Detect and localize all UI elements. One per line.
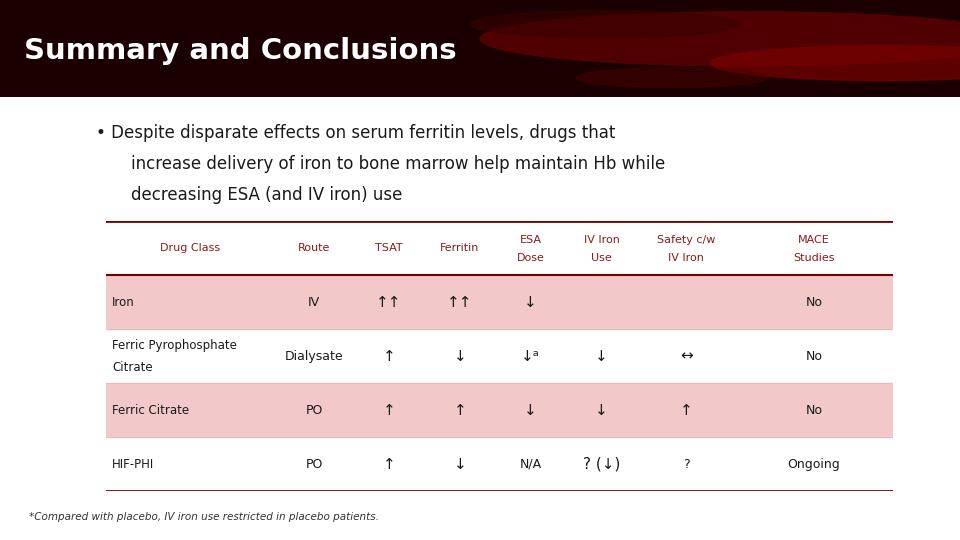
Text: Studies: Studies bbox=[793, 253, 835, 263]
Text: Ferritin: Ferritin bbox=[440, 244, 480, 253]
Text: Safety c/w: Safety c/w bbox=[657, 235, 715, 245]
Text: decreasing ESA (and IV iron) use: decreasing ESA (and IV iron) use bbox=[132, 186, 403, 204]
Text: ↑: ↑ bbox=[383, 349, 396, 364]
Text: Use: Use bbox=[591, 253, 612, 263]
Text: ↑: ↑ bbox=[453, 403, 467, 418]
Circle shape bbox=[480, 12, 960, 66]
Text: HIF-PHI: HIF-PHI bbox=[112, 458, 155, 471]
Text: ↓: ↓ bbox=[595, 349, 608, 364]
Text: ↓ᵃ: ↓ᵃ bbox=[521, 349, 540, 364]
Text: Route: Route bbox=[298, 244, 330, 253]
Text: IV Iron: IV Iron bbox=[584, 235, 619, 245]
Text: ↓: ↓ bbox=[524, 295, 537, 310]
Text: ↔: ↔ bbox=[680, 349, 692, 364]
Text: increase delivery of iron to bone marrow help maintain Hb while: increase delivery of iron to bone marrow… bbox=[132, 155, 665, 173]
Text: No: No bbox=[805, 296, 823, 309]
Text: TSAT: TSAT bbox=[375, 244, 403, 253]
Text: MACE: MACE bbox=[798, 235, 830, 245]
Text: *Compared with placebo, IV iron use restricted in placebo patients.: *Compared with placebo, IV iron use rest… bbox=[29, 512, 378, 522]
Text: ↑: ↑ bbox=[680, 403, 692, 418]
Text: PO: PO bbox=[305, 458, 323, 471]
Text: Ongoing: Ongoing bbox=[788, 458, 840, 471]
Text: Dose: Dose bbox=[516, 253, 544, 263]
Text: ?: ? bbox=[683, 458, 689, 471]
Text: Ferric Citrate: Ferric Citrate bbox=[112, 404, 189, 417]
Text: No: No bbox=[805, 350, 823, 363]
Text: Drug Class: Drug Class bbox=[160, 244, 220, 253]
Text: ↓: ↓ bbox=[453, 457, 467, 472]
Bar bbox=[106, 275, 893, 329]
Text: ↓: ↓ bbox=[595, 403, 608, 418]
Text: ESA: ESA bbox=[519, 235, 541, 245]
Text: ↓: ↓ bbox=[524, 403, 537, 418]
Text: Citrate: Citrate bbox=[112, 361, 153, 374]
Text: ↑↑: ↑↑ bbox=[376, 295, 401, 310]
Text: 75: 75 bbox=[902, 519, 922, 534]
Text: N/A: N/A bbox=[519, 458, 541, 471]
Text: ? (↓): ? (↓) bbox=[583, 457, 620, 472]
Text: ↑↑: ↑↑ bbox=[447, 295, 472, 310]
Bar bbox=[106, 383, 893, 437]
Text: IV: IV bbox=[308, 296, 321, 309]
Text: Summary and Conclusions: Summary and Conclusions bbox=[24, 37, 457, 65]
Text: No: No bbox=[805, 404, 823, 417]
Text: IV Iron: IV Iron bbox=[668, 253, 704, 263]
Text: ↑: ↑ bbox=[383, 457, 396, 472]
Circle shape bbox=[470, 11, 739, 38]
Text: Dialysate: Dialysate bbox=[285, 350, 344, 363]
Text: ↑: ↑ bbox=[383, 403, 396, 418]
Text: • Despite disparate effects on serum ferritin levels, drugs that: • Despite disparate effects on serum fer… bbox=[96, 124, 615, 141]
Circle shape bbox=[576, 68, 768, 87]
Circle shape bbox=[710, 46, 960, 80]
Text: ↓: ↓ bbox=[453, 349, 467, 364]
Text: Iron: Iron bbox=[112, 296, 134, 309]
Text: Ferric Pyrophosphate: Ferric Pyrophosphate bbox=[112, 339, 237, 352]
Text: PO: PO bbox=[305, 404, 323, 417]
